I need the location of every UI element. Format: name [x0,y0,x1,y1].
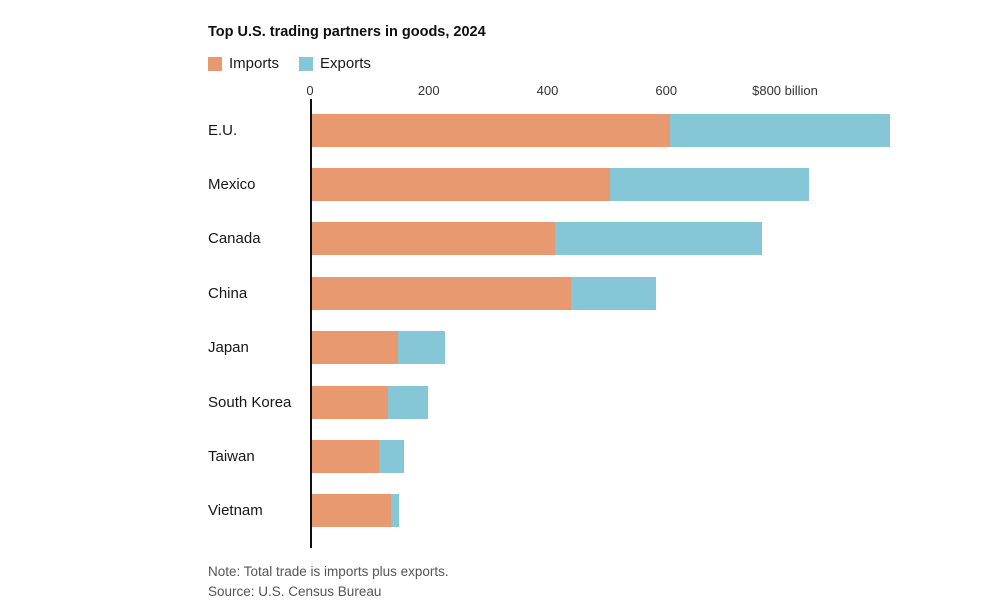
note-line: Note: Total trade is imports plus export… [208,564,449,580]
legend: Imports Exports [208,55,991,72]
bar-segment-exports [388,385,428,419]
stacked-bar [310,222,763,256]
bar-segment-imports [310,385,389,419]
bar-segment-imports [310,168,611,202]
legend-label-imports: Imports [229,55,280,72]
exports-swatch [299,56,314,71]
category-label: E.U. [208,121,238,139]
category-label: Japan [208,339,249,357]
x-tick-label: 400 [536,83,559,98]
legend-item-imports: Imports [208,55,279,72]
x-tick-label: 200 [417,83,440,98]
category-label: Vietnam [208,502,263,520]
category-label: South Korea [208,393,292,411]
x-tick-label: 0 [306,83,314,98]
bar-segment-exports [397,331,446,365]
footnotes: Note: Total trade is imports plus export… [208,562,991,603]
stacked-bar [310,494,400,528]
chart-row: Mexico [208,157,991,211]
x-tick-label: $800 billion [752,83,818,98]
stacked-bar [310,168,809,202]
bar-segment-exports [555,222,763,256]
x-tick-label: 600 [655,83,678,98]
bar-segment-imports [310,440,379,474]
stacked-bar [310,385,428,419]
legend-label-exports: Exports [320,55,371,72]
chart-row: South Korea [208,375,991,429]
category-label: Taiwan [208,448,255,466]
y-axis-line [310,99,312,549]
chart-row: E.U. [208,103,991,157]
stacked-bar [310,113,890,147]
chart-row: Japan [208,321,991,375]
category-label: China [208,284,248,302]
bar-segment-exports [570,276,657,310]
imports-swatch [208,56,222,71]
bars-container: E.U. Mexico Canada China Japan South Korea Tai… [208,99,991,549]
bar-segment-exports [391,494,400,528]
stacked-bar [310,276,657,310]
x-axis-ticks: 0 200 400 600 $800 billion [306,82,991,103]
plot-area: 0 200 400 600 $800 billion E.U. Mexico Canada C… [208,82,991,549]
bar-segment-imports [310,276,571,310]
chart-row: Taiwan [208,429,991,483]
bar-segment-exports [669,113,890,147]
bar-segment-imports [310,494,392,528]
category-label: Mexico [208,176,256,194]
legend-item-exports: Exports [299,55,371,72]
chart-row: China [208,266,991,320]
stacked-bar [310,440,404,474]
source-line: Source: U.S. Census Bureau [208,584,382,600]
chart-row: Canada [208,212,991,266]
category-label: Canada [208,230,261,248]
chart-title: Top U.S. trading partners in goods, 2024 [208,24,486,40]
bar-segment-imports [310,113,670,147]
stacked-bar [310,331,446,365]
bar-segment-exports [378,440,404,474]
bar-segment-imports [310,222,556,256]
bar-segment-exports [610,168,809,202]
chart-row: Vietnam [208,484,991,538]
bar-segment-imports [310,331,398,365]
